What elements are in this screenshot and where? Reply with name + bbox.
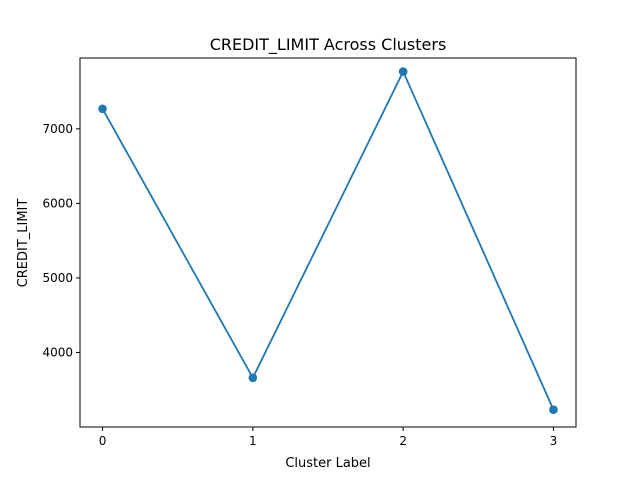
data-point (248, 373, 258, 383)
y-tick-label: 4000 (42, 345, 73, 359)
data-point (398, 67, 408, 76)
y-tick-label: 6000 (42, 196, 73, 210)
x-tick-label: 0 (99, 434, 107, 448)
series-layer (98, 67, 558, 415)
x-tick-label: 2 (399, 434, 407, 448)
axes-frame (79, 57, 577, 428)
x-axis-label: Cluster Label (285, 456, 370, 471)
x-axis-ticks: 0 1 2 3 (99, 427, 558, 448)
chart-title: CREDIT_LIMIT Across Clusters (210, 35, 447, 55)
y-axis-ticks: 4000 5000 6000 7000 (42, 122, 80, 359)
plot-area: 4000 5000 6000 7000 0 1 2 3 (42, 57, 577, 448)
y-tick-label: 5000 (42, 271, 73, 285)
data-point (98, 104, 107, 114)
x-tick-label: 3 (550, 434, 558, 448)
y-axis-label: CREDIT_LIMIT (16, 199, 31, 288)
y-tick-label: 7000 (42, 122, 73, 136)
series-line-0 (101, 70, 555, 411)
data-point (549, 405, 558, 415)
x-tick-label: 1 (249, 434, 257, 448)
